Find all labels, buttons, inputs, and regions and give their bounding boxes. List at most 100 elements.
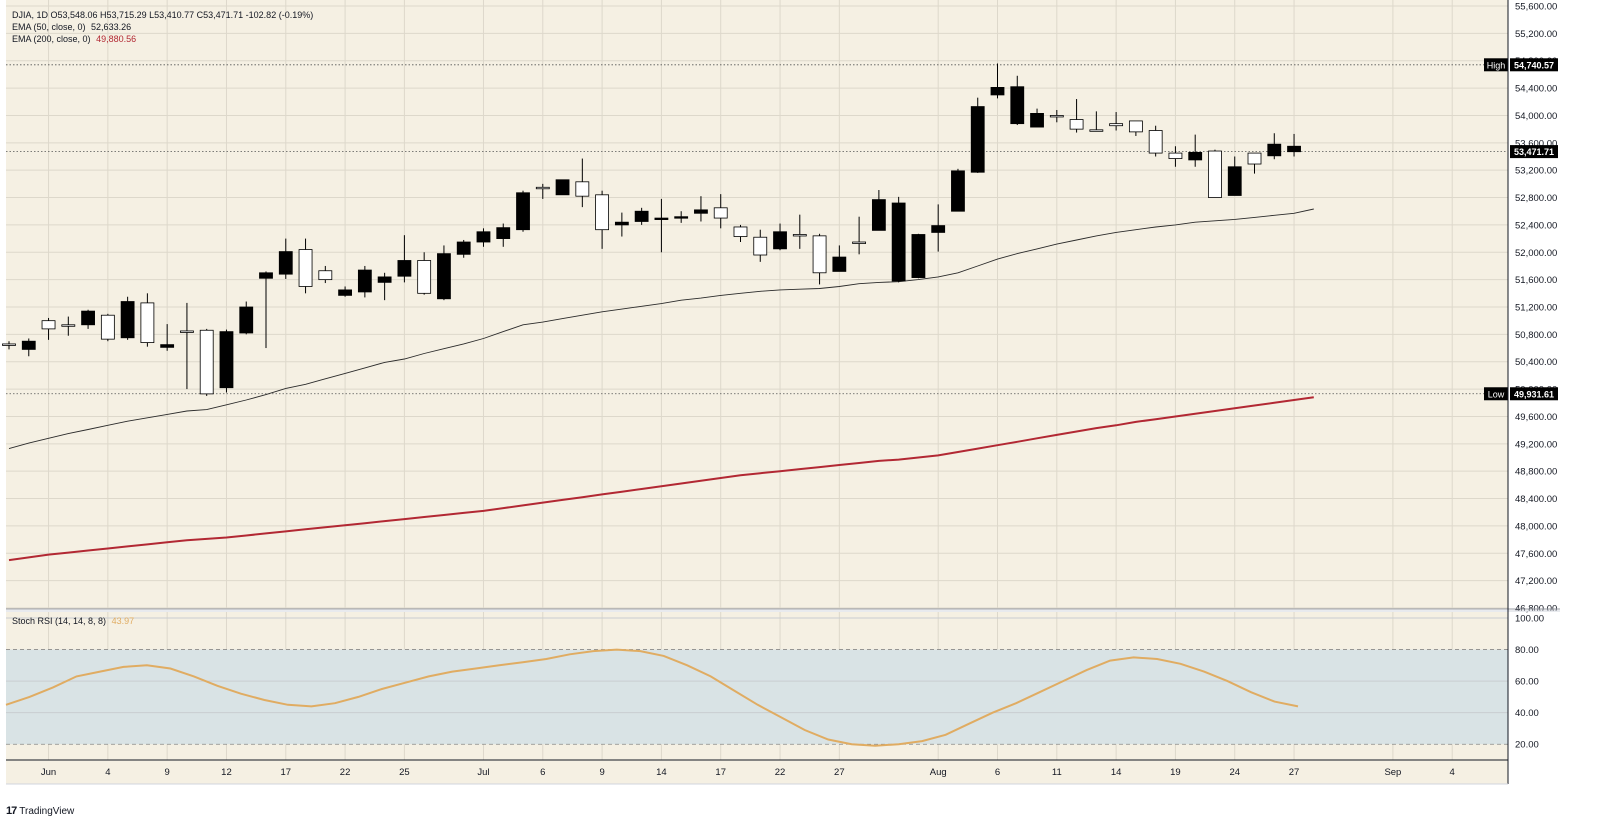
price-tick-label: 52,400.00 <box>1515 220 1557 231</box>
ema50-label: EMA (50, close, 0) <box>12 22 86 32</box>
stoch-rsi-line <box>5 648 1299 747</box>
time-tick-label: Sep <box>1384 767 1401 778</box>
candle-body <box>535 186 550 190</box>
candle-body <box>1227 166 1242 196</box>
ema50-value: 52,633.26 <box>91 22 132 32</box>
price-tick-label: 48,800.00 <box>1515 467 1557 478</box>
ema200-line <box>8 396 1314 562</box>
stoch-legend: Stoch RSI (14, 14, 8, 8) 43.97 <box>12 616 134 626</box>
price-tick-label: 48,000.00 <box>1515 521 1557 532</box>
stoch-tick-label: 40.00 <box>1515 708 1539 719</box>
time-tick-label: 6 <box>540 767 545 778</box>
price-tick-label: 49,600.00 <box>1515 412 1557 423</box>
time-axis-background <box>6 760 1508 784</box>
stoch-label: Stoch RSI (14, 14, 8, 8) <box>12 616 107 626</box>
candle-body <box>773 231 787 250</box>
candle-body <box>496 227 511 239</box>
candle-body <box>911 234 926 278</box>
candle-body <box>891 202 906 282</box>
time-tick-label: 4 <box>1450 767 1455 778</box>
time-tick-label: 19 <box>1170 767 1181 778</box>
price-tick-label: 48,400.00 <box>1515 494 1557 505</box>
candle-body <box>951 170 965 212</box>
candle-body <box>377 276 392 283</box>
time-tick-label: 11 <box>1052 767 1062 778</box>
time-tick-label: 17 <box>280 767 291 778</box>
candle-body <box>1128 120 1143 133</box>
price-tick-label: 47,600.00 <box>1515 549 1557 560</box>
time-tick-label: Jul <box>477 767 489 778</box>
candle-body <box>199 329 214 395</box>
time-tick-label: Aug <box>930 767 947 778</box>
candle-body <box>1049 115 1064 118</box>
candle-body <box>812 235 827 274</box>
time-tick-label: 4 <box>105 767 110 778</box>
candle-body <box>1148 130 1163 154</box>
tradingview-logo[interactable]: 17 TradingView <box>6 805 74 817</box>
candle-body <box>219 331 234 389</box>
price-tick-label: 49,200.00 <box>1515 439 1557 450</box>
candle-body <box>417 260 432 294</box>
time-tick-label: 22 <box>340 767 351 778</box>
candle-body <box>792 234 807 237</box>
candle-body <box>120 301 135 339</box>
stoch-tick-label: 60.00 <box>1515 677 1539 688</box>
candle-body <box>180 330 194 333</box>
candle-body <box>970 106 985 173</box>
candle-body <box>21 340 36 350</box>
ema50-line <box>8 208 1314 450</box>
candle-body <box>595 194 609 231</box>
candle-body <box>832 256 847 272</box>
price-tick-label: 52,800.00 <box>1515 193 1557 204</box>
candle-body <box>634 210 649 222</box>
time-tick-label: 12 <box>221 767 232 778</box>
price-tick-label: 50,400.00 <box>1515 357 1557 368</box>
candle-body <box>694 209 708 214</box>
candle-body <box>357 269 372 293</box>
price-marker-tag <box>1484 58 1508 72</box>
candle-body <box>298 249 313 287</box>
candle-body <box>1208 150 1222 198</box>
time-tick-label: 6 <box>995 767 1000 778</box>
ema50-legend: EMA (50, close, 0) 52,633.26 <box>12 22 131 32</box>
stoch-value: 43.97 <box>111 616 135 626</box>
time-tick-label: 24 <box>1229 767 1240 778</box>
candle-body <box>1109 123 1124 127</box>
candle-body <box>555 179 570 196</box>
time-tick-label: 14 <box>1111 767 1122 778</box>
price-tick-label: 50,800.00 <box>1515 330 1557 341</box>
candle-body <box>1267 143 1282 157</box>
candle-body <box>614 221 629 226</box>
price-tick-label: 52,000.00 <box>1515 248 1557 259</box>
time-tick-label: 14 <box>656 767 667 778</box>
candle-body <box>713 207 728 219</box>
candle-body <box>1010 86 1025 125</box>
candle-body <box>753 236 768 256</box>
price-tick-label: 51,200.00 <box>1515 303 1557 314</box>
time-tick-label: 27 <box>1289 767 1300 778</box>
candle-body <box>1168 152 1183 159</box>
candle-body <box>278 251 293 275</box>
candle-body <box>318 270 333 281</box>
candle-body <box>931 225 946 233</box>
time-tick-label: Jun <box>41 767 56 778</box>
candle-body <box>575 181 590 197</box>
price-tick-label: 47,200.00 <box>1515 576 1557 587</box>
ema200-label: EMA (200, close, 0) <box>12 34 91 44</box>
candle-body <box>1247 152 1262 165</box>
stoch-tick-label: 20.00 <box>1515 740 1539 751</box>
candle-body <box>397 260 412 277</box>
time-tick-label: 9 <box>599 767 604 778</box>
price-marker-tag-label: High <box>1487 60 1506 70</box>
candle-body <box>239 306 254 334</box>
candle-body <box>871 199 886 231</box>
time-tick-label: 9 <box>165 767 170 778</box>
candle-body <box>81 310 95 326</box>
symbol-ohlc-text: DJIA, 1D O53,548.06 H53,715.29 L53,410.7… <box>12 10 314 20</box>
price-marker-value: 54,740.57 <box>1514 60 1554 70</box>
candle-body <box>674 216 689 219</box>
candle-body <box>476 231 491 243</box>
price-tick-label: 53,200.00 <box>1515 166 1557 177</box>
stoch-tick-label: 80.00 <box>1515 645 1539 656</box>
